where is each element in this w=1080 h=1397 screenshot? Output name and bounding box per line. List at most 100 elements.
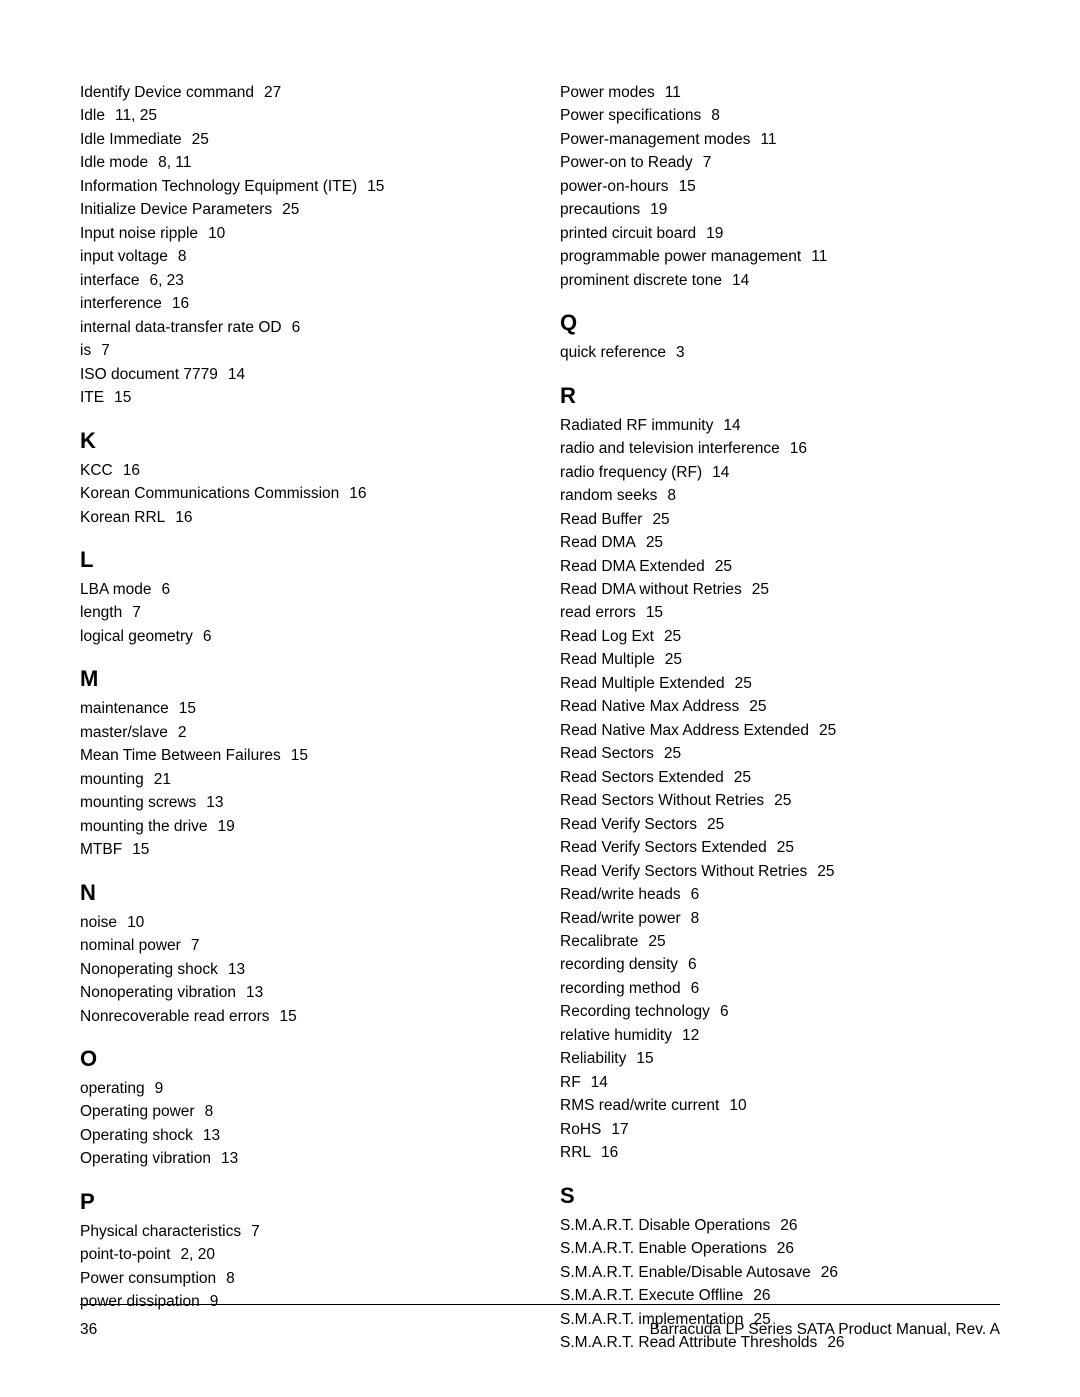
index-entry: Radiated RF immunity14 <box>560 415 1000 437</box>
index-entry: ISO document 777914 <box>80 364 520 386</box>
index-term: Reliability <box>560 1050 626 1067</box>
index-term: Read Verify Sectors Extended <box>560 839 767 856</box>
index-pages: 6 <box>162 581 171 598</box>
index-term: mounting screws <box>80 794 196 811</box>
index-pages: 26 <box>753 1287 770 1304</box>
index-pages: 3 <box>676 344 685 361</box>
index-term: Read DMA <box>560 534 636 551</box>
index-term: ITE <box>80 389 104 406</box>
index-pages: 15 <box>291 747 308 764</box>
index-entry: operating 9 <box>80 1078 520 1100</box>
index-term: Read Sectors Without Retries <box>560 792 764 809</box>
page-footer: 36 Barracuda LP Series SATA Product Manu… <box>80 1304 1000 1339</box>
index-entry: Power consumption8 <box>80 1268 520 1290</box>
index-term: KCC <box>80 462 113 479</box>
index-entry: Recalibrate25 <box>560 931 1000 953</box>
index-pages: 26 <box>821 1264 838 1281</box>
index-term: Operating vibration <box>80 1150 211 1167</box>
index-pages: 14 <box>591 1074 608 1091</box>
index-term: recording density <box>560 956 678 973</box>
index-term: Read/write heads <box>560 886 681 903</box>
index-term: S.M.A.R.T. Disable Operations <box>560 1217 770 1234</box>
index-term: Read Verify Sectors Without Retries <box>560 863 807 880</box>
index-pages: 25 <box>715 558 732 575</box>
index-pages: 25 <box>817 863 834 880</box>
index-term: Input noise ripple <box>80 225 198 242</box>
index-entry: maintenance15 <box>80 698 520 720</box>
index-pages: 12 <box>682 1027 699 1044</box>
index-term: Read DMA without Retries <box>560 581 742 598</box>
index-entry: interference 16 <box>80 293 520 315</box>
index-pages: 8 <box>691 910 700 927</box>
index-term: radio frequency (RF) <box>560 464 702 481</box>
index-term: Korean Communications Commission <box>80 485 339 502</box>
index-term: S.M.A.R.T. Execute Offline <box>560 1287 743 1304</box>
index-term: S.M.A.R.T. Enable/Disable Autosave <box>560 1264 811 1281</box>
index-term: Read Native Max Address Extended <box>560 722 809 739</box>
index-pages: 15 <box>636 1050 653 1067</box>
index-entry: input voltage8 <box>80 246 520 268</box>
index-term: Power specifications <box>560 107 701 124</box>
index-entry: RoHS17 <box>560 1119 1000 1141</box>
index-term: Read Native Max Address <box>560 698 739 715</box>
index-pages: 14 <box>228 366 245 383</box>
index-entry: RF 14 <box>560 1072 1000 1094</box>
index-term: Read DMA Extended <box>560 558 705 575</box>
index-entry: Read Native Max Address 25 <box>560 696 1000 718</box>
index-term: prominent discrete tone <box>560 272 722 289</box>
index-pages: 27 <box>264 84 281 101</box>
index-entry: mounting the drive19 <box>80 816 520 838</box>
index-term: Power-on to Ready <box>560 154 693 171</box>
index-term: operating <box>80 1080 145 1097</box>
index-entry: Read DMA without Retries 25 <box>560 579 1000 601</box>
index-term: interference <box>80 295 162 312</box>
index-pages: 14 <box>712 464 729 481</box>
section-heading: N <box>80 880 520 906</box>
index-entry: Idle mode8, 11 <box>80 152 520 174</box>
index-pages: 10 <box>208 225 225 242</box>
index-term: input voltage <box>80 248 168 265</box>
index-entry: Operating power8 <box>80 1101 520 1123</box>
index-pages: 15 <box>280 1008 297 1025</box>
manual-title: Barracuda LP Series SATA Product Manual,… <box>650 1321 1000 1339</box>
index-term: printed circuit board <box>560 225 696 242</box>
index-entry: mounting21 <box>80 769 520 791</box>
section-heading: R <box>560 383 1000 409</box>
index-pages: 15 <box>114 389 131 406</box>
index-entry: Operating vibration13 <box>80 1148 520 1170</box>
index-pages: 25 <box>749 698 766 715</box>
index-entry: Korean Communications Commission16 <box>80 483 520 505</box>
index-pages: 10 <box>729 1097 746 1114</box>
index-pages: 25 <box>664 745 681 762</box>
index-entry: LBA mode 6 <box>80 579 520 601</box>
index-term: RMS read/write current <box>560 1097 719 1114</box>
index-term: RF <box>560 1074 581 1091</box>
index-entry: Power-on to Ready7 <box>560 152 1000 174</box>
index-entry: radio frequency (RF) 14 <box>560 462 1000 484</box>
index-pages: 7 <box>251 1223 260 1240</box>
index-term: Idle Immediate <box>80 131 182 148</box>
index-pages: 25 <box>734 769 751 786</box>
index-pages: 11 <box>811 248 827 265</box>
index-entry: logical geometry6 <box>80 626 520 648</box>
index-pages: 16 <box>790 440 807 457</box>
index-term: master/slave <box>80 724 168 741</box>
index-pages: 7 <box>101 342 110 359</box>
index-pages: 25 <box>752 581 769 598</box>
index-pages: 25 <box>707 816 724 833</box>
index-pages: 25 <box>777 839 794 856</box>
index-term: S.M.A.R.T. Enable Operations <box>560 1240 767 1257</box>
section-heading: Q <box>560 310 1000 336</box>
index-term: Read Verify Sectors <box>560 816 697 833</box>
index-pages: 25 <box>282 201 299 218</box>
index-entry: relative humidity12 <box>560 1025 1000 1047</box>
index-pages: 16 <box>172 295 189 312</box>
index-entry: printed circuit board19 <box>560 223 1000 245</box>
index-term: LBA mode <box>80 581 152 598</box>
index-pages: 14 <box>723 417 740 434</box>
index-pages: 2, 20 <box>180 1246 214 1263</box>
index-entry: Read DMA Extended 25 <box>560 556 1000 578</box>
index-pages: 25 <box>646 534 663 551</box>
index-entry: S.M.A.R.T. Enable Operations26 <box>560 1238 1000 1260</box>
index-pages: 9 <box>155 1080 164 1097</box>
